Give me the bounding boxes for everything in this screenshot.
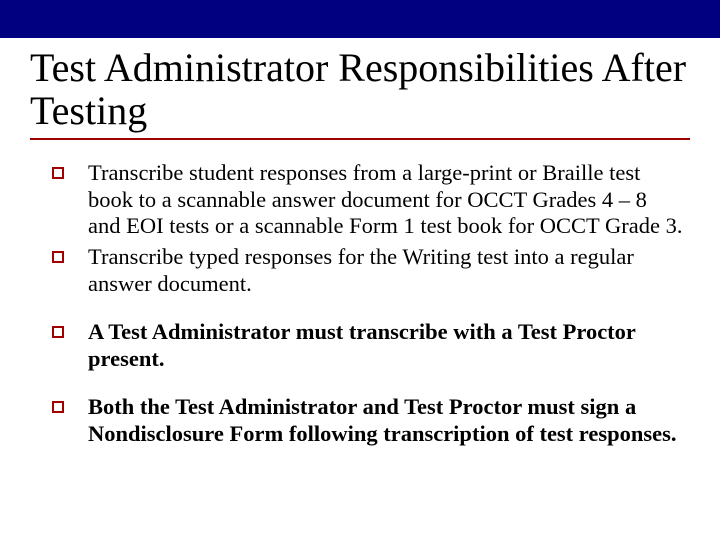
square-bullet-icon <box>52 167 64 179</box>
list-item: Transcribe typed responses for the Writi… <box>52 244 684 297</box>
list-item: A Test Administrator must transcribe wit… <box>52 319 684 372</box>
slide-title: Test Administrator Responsibilities Afte… <box>30 46 690 132</box>
slide: Test Administrator Responsibilities Afte… <box>0 0 720 540</box>
top-bar <box>0 0 720 38</box>
square-bullet-icon <box>52 326 64 338</box>
list-item-text: Transcribe student responses from a larg… <box>88 160 684 240</box>
square-bullet-icon <box>52 251 64 263</box>
slide-body: Transcribe student responses from a larg… <box>0 140 720 447</box>
list-item-text: Transcribe typed responses for the Writi… <box>88 244 684 297</box>
list-item: Both the Test Administrator and Test Pro… <box>52 394 684 447</box>
list-item-text: A Test Administrator must transcribe wit… <box>88 319 684 372</box>
title-area: Test Administrator Responsibilities Afte… <box>0 38 720 140</box>
list-item-text: Both the Test Administrator and Test Pro… <box>88 394 684 447</box>
list-item: Transcribe student responses from a larg… <box>52 160 684 240</box>
square-bullet-icon <box>52 401 64 413</box>
